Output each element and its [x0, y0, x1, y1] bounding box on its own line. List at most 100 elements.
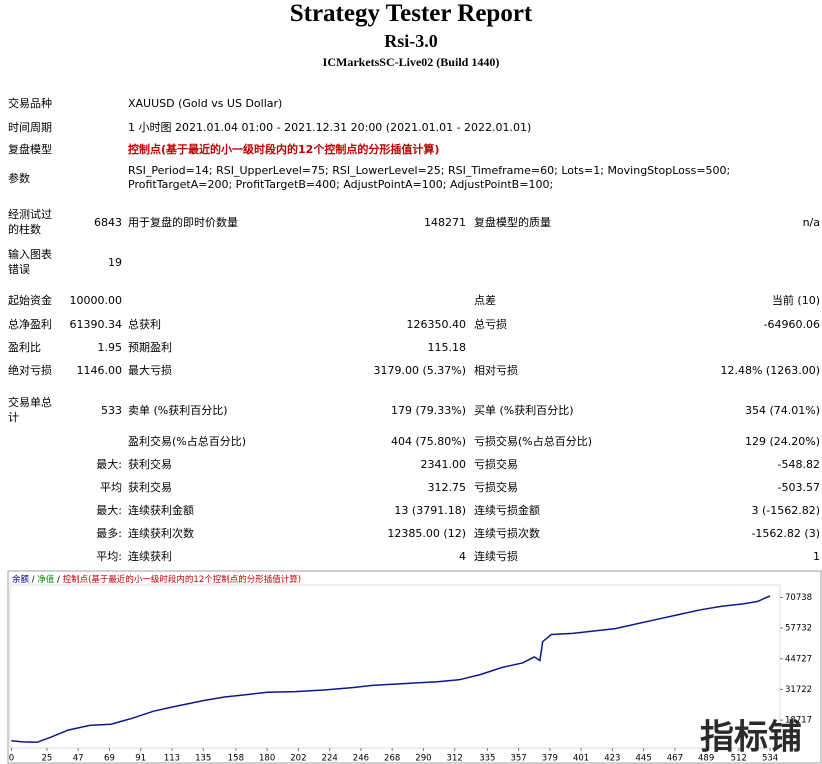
- info-value: ProfitTargetA=200; ProfitTargetB=400; Ad…: [128, 178, 554, 191]
- x-tick-label: 357: [510, 754, 526, 764]
- stat-label: 卖单 (%获利百分比): [128, 403, 228, 417]
- stat-value: 3179.00 (5.37%): [373, 363, 466, 377]
- x-tick-label: 113: [164, 754, 180, 764]
- x-tick-label: 401: [573, 754, 589, 764]
- stat-value: 148271: [424, 215, 466, 229]
- stat-value: 61390.34: [69, 317, 123, 331]
- info-value: 控制点(基于最近的小一级时段内的12个控制点的分形插值计算): [128, 142, 440, 156]
- stat-label: 盈利比: [8, 340, 41, 354]
- legend-entry: 控制点(基于最近的小一级时段内的12个控制点的分形插值计算): [63, 574, 301, 585]
- stat-value: 平均:: [96, 549, 122, 563]
- expert-name: Rsi-3.0: [384, 31, 438, 51]
- stat-value: 533: [101, 403, 122, 417]
- stat-label: 连续亏损金额: [474, 503, 540, 517]
- stat-value: 312.75: [427, 480, 467, 494]
- stat-label: 盈利交易(%占总百分比): [128, 434, 247, 448]
- stat-label: 总获利: [128, 317, 161, 331]
- x-tick-label: 246: [353, 754, 369, 764]
- stat-value: 179 (79.33%): [390, 403, 466, 417]
- x-tick-label: 0: [9, 754, 14, 764]
- legend-separator: /: [29, 575, 37, 585]
- x-tick-label: 47: [73, 754, 84, 764]
- stat-value: 最大:: [96, 457, 122, 471]
- y-tick-label: 70738: [785, 593, 812, 603]
- stat-value: 6843: [94, 215, 122, 229]
- stat-value: 10000.00: [69, 293, 123, 307]
- x-tick-label: 379: [542, 754, 558, 764]
- stat-value: 1: [813, 549, 820, 563]
- stat-value: 2341.00: [420, 457, 467, 471]
- info-value: XAUUSD (Gold vs US Dollar): [128, 96, 283, 110]
- stat-label: 相对亏损: [474, 363, 518, 377]
- stat-label: 连续亏损次数: [474, 526, 540, 540]
- stat-value: -1562.82 (3): [751, 526, 820, 540]
- stat-value: 3 (-1562.82): [751, 503, 820, 517]
- info-label: 时间周期: [8, 120, 52, 134]
- stat-label: 点差: [474, 293, 496, 307]
- stat-value: 当前 (10): [771, 293, 820, 307]
- stat-value: -548.82: [777, 457, 820, 471]
- x-tick-label: 202: [290, 754, 306, 764]
- balance-line: [11, 595, 771, 744]
- y-tick-label: 18717: [785, 716, 812, 726]
- x-tick-label: 534: [762, 754, 778, 764]
- stat-value: 最多:: [96, 526, 122, 540]
- stat-label: 交易单总计: [8, 396, 52, 424]
- stat-value: 354 (74.01%): [744, 403, 820, 417]
- stat-label: 连续亏损: [474, 549, 518, 563]
- info-label: 复盘模型: [8, 142, 52, 156]
- stat-label: 用于复盘的即时价数量: [128, 215, 238, 229]
- legend-entry: 余额: [12, 574, 30, 585]
- stat-value: 13 (3791.18): [394, 503, 466, 517]
- chart-frame: [7, 570, 822, 764]
- stat-value: 115.18: [427, 340, 467, 354]
- x-tick-label: 25: [42, 754, 53, 764]
- stat-value: 126350.40: [406, 317, 467, 331]
- x-tick-label: 180: [259, 754, 275, 764]
- report-title: Strategy Tester Report: [289, 0, 533, 27]
- stat-value: n/a: [802, 215, 820, 229]
- x-tick-label: 135: [195, 754, 211, 764]
- stat-label: 预期盈利: [128, 340, 172, 354]
- stat-label: 买单 (%获利百分比): [474, 403, 574, 417]
- stat-label: 复盘模型的质量: [474, 215, 551, 229]
- stat-label: 连续获利金额: [128, 503, 194, 517]
- stat-value: 12385.00 (12): [387, 526, 466, 540]
- x-tick-label: 312: [447, 754, 463, 764]
- legend-separator: /: [54, 575, 62, 585]
- x-tick-label: 335: [479, 754, 495, 764]
- x-tick-label: 423: [604, 754, 620, 764]
- info-label: 交易品种: [8, 96, 52, 110]
- stat-value: -503.57: [777, 480, 820, 494]
- stat-value: 1146.00: [76, 363, 123, 377]
- legend: 余额 / 净值 / 控制点(基于最近的小一级时段内的12个控制点的分形插值计算): [12, 574, 301, 585]
- stat-label: 最大亏损: [128, 363, 172, 377]
- stat-value: 129 (24.20%): [744, 434, 820, 448]
- stat-label: 经测试过的柱数: [8, 208, 52, 236]
- plot-area: [9, 584, 781, 749]
- x-tick-label: 290: [415, 754, 431, 764]
- stat-label: 获利交易: [128, 480, 172, 494]
- stat-label: 总亏损: [474, 317, 507, 331]
- x-tick-label: 445: [635, 754, 651, 764]
- x-tick-label: 268: [384, 754, 400, 764]
- stat-value: 12.48% (1263.00): [720, 363, 820, 377]
- y-tick-label: 31722: [785, 685, 812, 695]
- info-label: 参数: [8, 171, 30, 185]
- stat-value: -64960.06: [763, 317, 820, 331]
- watermark: 指标铺: [700, 718, 802, 758]
- y-tick-label: 44727: [785, 654, 812, 664]
- stat-value: 19: [108, 255, 122, 269]
- stat-label: 总净盈利: [8, 317, 52, 331]
- stat-value: 最大:: [96, 503, 122, 517]
- x-tick-label: 91: [135, 754, 146, 764]
- stat-value: 4: [459, 549, 466, 563]
- x-tick-label: 224: [322, 754, 338, 764]
- stat-label: 亏损交易(%占总百分比): [474, 434, 593, 448]
- info-value: RSI_Period=14; RSI_UpperLevel=75; RSI_Lo…: [128, 164, 731, 177]
- server-info: ICMarketsSC-Live02 (Build 1440): [322, 55, 500, 69]
- x-tick-label: 69: [104, 754, 115, 764]
- x-tick-label: 512: [731, 754, 747, 764]
